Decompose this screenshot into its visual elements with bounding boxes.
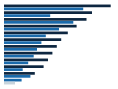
bar <box>4 55 34 58</box>
chart-svg <box>0 0 118 89</box>
bar <box>4 65 44 68</box>
bar <box>4 14 50 17</box>
bar <box>4 45 57 48</box>
bar <box>4 32 68 35</box>
bar <box>4 25 77 28</box>
bar <box>4 68 23 71</box>
bar <box>4 79 22 82</box>
bar <box>4 82 15 85</box>
bar <box>4 21 73 24</box>
bar <box>4 75 30 78</box>
bar <box>4 18 87 21</box>
bar <box>4 28 59 31</box>
bar <box>4 8 83 11</box>
bars <box>4 5 111 85</box>
bar <box>4 41 41 44</box>
bar <box>4 48 37 51</box>
bar <box>4 35 46 38</box>
bar <box>4 52 52 55</box>
bar <box>4 11 92 14</box>
bar <box>4 72 35 75</box>
bar <box>4 38 61 41</box>
bar <box>4 59 48 62</box>
chart-container <box>0 0 118 89</box>
bar <box>4 62 28 65</box>
bar <box>4 5 111 8</box>
